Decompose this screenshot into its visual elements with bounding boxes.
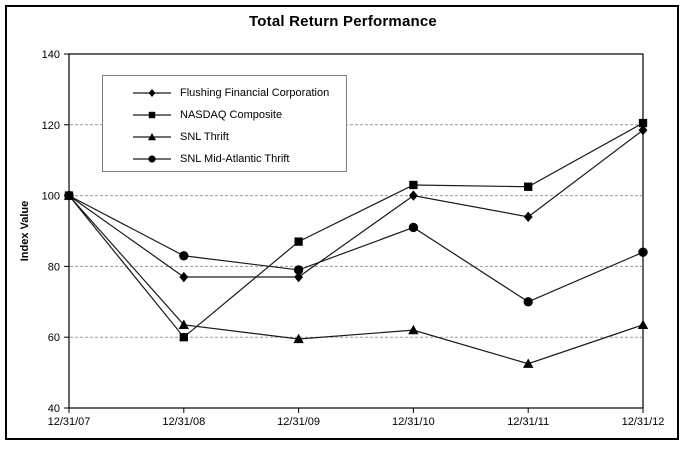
legend-item-2: NASDAQ Composite	[103, 104, 346, 126]
diamond-data-point	[408, 190, 418, 201]
diamond-data-point	[294, 271, 304, 283]
triangle-legend-swatch	[133, 133, 171, 141]
series-line-triangle	[68, 195, 644, 365]
diamond-data-point	[523, 211, 533, 223]
circle-data-point	[179, 251, 189, 261]
series-line-diamond	[68, 129, 644, 278]
legend-label: SNL Mid-Atlantic Thrift	[180, 153, 290, 165]
circle-legend-swatch	[133, 155, 171, 163]
circle-data-point	[523, 297, 533, 307]
x-tick-label: 12/31/09	[277, 416, 320, 428]
circle-data-point	[408, 222, 419, 233]
triangle-legend-marker	[148, 133, 156, 141]
x-tick-label: 12/31/12	[622, 416, 665, 428]
diamond-legend-marker	[148, 89, 156, 97]
square-legend-marker	[148, 111, 156, 119]
y-tick-label: 100	[42, 191, 60, 203]
circle-data-point	[64, 190, 74, 201]
y-tick-label: 40	[48, 403, 60, 415]
y-tick-label: 140	[42, 49, 60, 61]
square-data-point	[294, 237, 303, 246]
triangle-data-point	[293, 333, 304, 344]
square-data-point	[179, 333, 188, 342]
circle-data-point	[638, 247, 648, 257]
chart-legend: Flushing Financial Corporation NASDAQ Com…	[102, 75, 347, 172]
y-tick-label: 80	[48, 261, 60, 273]
x-tick-label: 12/31/07	[48, 416, 91, 428]
legend-item-4: SNL Mid-Atlantic Thrift	[103, 148, 346, 170]
series-line-circle	[68, 195, 644, 303]
triangle-data-point	[178, 319, 189, 329]
legend-label: SNL Thrift	[180, 131, 229, 143]
triangle-data-point	[523, 358, 534, 368]
series-line-square	[68, 122, 644, 339]
triangle-data-point	[637, 319, 649, 329]
legend-item-1: Flushing Financial Corporation	[103, 82, 346, 104]
diamond-data-point	[179, 271, 189, 283]
y-tick-label: 120	[42, 120, 60, 132]
x-tick-label: 12/31/11	[507, 416, 549, 428]
square-data-point	[409, 180, 418, 190]
plot-border	[68, 53, 644, 409]
legend-label: NASDAQ Composite	[180, 109, 283, 121]
triangle-data-point	[408, 324, 419, 335]
square-legend-swatch	[133, 111, 171, 119]
circle-legend-marker	[148, 155, 156, 163]
chart-title: Total Return Performance	[249, 13, 437, 30]
y-axis-title: Index Value	[19, 200, 31, 262]
circle-data-point	[293, 265, 304, 275]
y-tick-label: 60	[48, 332, 60, 344]
square-data-point	[524, 182, 533, 191]
x-tick-label: 12/31/08	[162, 416, 205, 428]
square-data-point	[638, 118, 648, 128]
x-tick-label: 12/31/10	[392, 416, 435, 428]
diamond-legend-swatch	[133, 89, 171, 97]
legend-label: Flushing Financial Corporation	[180, 87, 330, 99]
legend-item-3: SNL Thrift	[103, 126, 346, 148]
diamond-data-point	[638, 124, 648, 136]
